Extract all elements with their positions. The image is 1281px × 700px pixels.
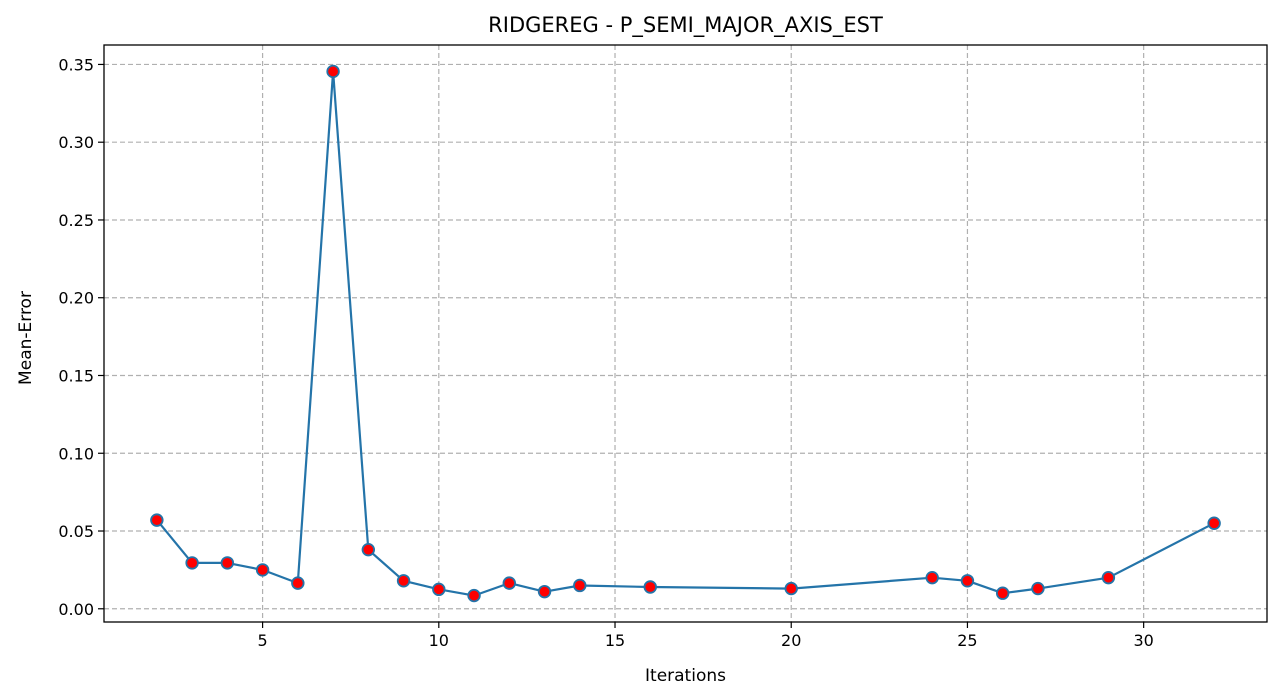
x-axis-label: Iterations [645,666,726,686]
data-point [361,542,376,557]
y-tick-label: 0.05 [58,522,94,541]
data-point [960,574,975,588]
y-tick-label: 0.35 [58,55,94,74]
data-point [255,563,270,577]
y-axis-label: Mean-Error [16,291,36,385]
data-point [1101,570,1116,585]
chart-title: RIDGEREG - P_SEMI_MAJOR_AXIS_EST [488,13,883,38]
data-point [925,570,939,585]
y-tick-label: 0.00 [58,600,94,619]
x-tick-label: 10 [429,631,449,650]
x-tick-label: 20 [781,631,801,650]
y-tick-label: 0.10 [58,444,94,463]
y-tick-label: 0.15 [58,366,94,385]
data-point [1207,516,1221,530]
plot-frame [103,44,1268,623]
data-point [467,588,481,603]
data-point [1031,581,1045,596]
y-tick-label: 0.20 [58,289,94,308]
x-tick-label: 30 [1133,631,1153,650]
y-tick-label: 0.25 [58,211,94,230]
data-point [220,556,235,570]
data-point [291,576,305,590]
y-tick-label: 0.30 [58,133,94,152]
data-point [185,556,199,570]
x-tick-label: 15 [605,631,625,650]
series-layer [150,64,1221,603]
data-point [502,576,516,590]
data-point [573,578,587,593]
data-point [995,586,1010,600]
data-point [432,582,446,597]
x-tick-label: 5 [257,631,267,650]
data-point [150,513,164,527]
data-point [784,581,798,596]
data-point [326,64,340,79]
data-point [396,574,411,588]
data-point [643,580,657,594]
axis-ticks: 5 10 15 20 25 30 0.00 0.05 0.10 0.15 0.20 0.25 0.30 0… [58,55,1153,650]
grid [104,45,1267,622]
data-point [537,584,552,599]
x-tick-label: 25 [957,631,977,650]
